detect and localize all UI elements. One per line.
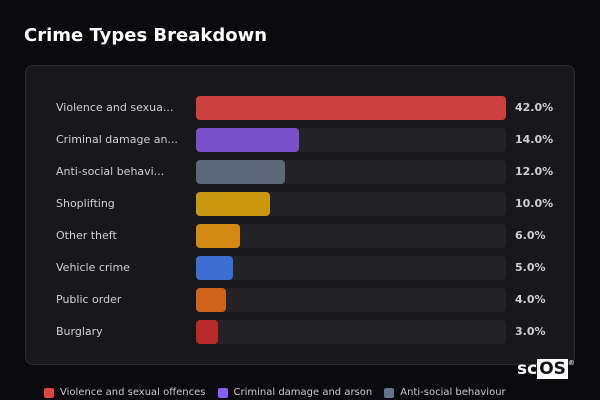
bar [196, 256, 233, 280]
bar-track [196, 96, 506, 120]
legend-item: Criminal damage and arson [217, 387, 373, 398]
bar [196, 128, 300, 152]
legend: Violence and sexual offences Criminal dam… [44, 387, 506, 398]
scos-logo: sc OS ® [517, 359, 575, 379]
bar [196, 192, 270, 216]
value-label: 4.0% [515, 293, 546, 306]
category-label: Other theft [56, 229, 117, 242]
legend-item: Anti-social behaviour [384, 387, 506, 398]
bar-track [196, 256, 506, 280]
value-label: 14.0% [515, 133, 554, 146]
legend-swatch [217, 387, 228, 398]
bar-track [196, 160, 506, 184]
category-label: Public order [56, 293, 122, 306]
logo-mark: ® [567, 359, 575, 367]
category-label: Shoplifting [56, 197, 115, 210]
bar [196, 224, 241, 248]
value-label: 5.0% [515, 261, 546, 274]
bar-row: Burglary 3.0% [26, 320, 574, 344]
bar [196, 320, 219, 344]
legend-label: Criminal damage and arson [233, 387, 373, 398]
chart-title: Crime Types Breakdown [24, 25, 268, 46]
category-label: Violence and sexua... [56, 101, 174, 114]
logo-text: sc [517, 359, 538, 379]
value-label: 12.0% [515, 165, 554, 178]
category-label: Anti-social behavi... [56, 165, 165, 178]
category-label: Vehicle crime [56, 261, 130, 274]
legend-item: Violence and sexual offences [44, 387, 206, 398]
bar-row: Anti-social behavi... 12.0% [26, 160, 574, 184]
category-label: Criminal damage an... [56, 133, 178, 146]
bar-track [196, 128, 506, 152]
bar [196, 96, 506, 120]
bar-row: Public order 4.0% [26, 288, 574, 312]
legend-label: Anti-social behaviour [400, 387, 506, 398]
category-label: Burglary [56, 325, 103, 338]
value-label: 6.0% [515, 229, 546, 242]
logo-text-box: OS [537, 359, 568, 379]
legend-swatch [44, 387, 54, 398]
bar [196, 160, 285, 184]
value-label: 42.0% [515, 101, 554, 114]
bar [196, 288, 226, 312]
bar-track [196, 224, 506, 248]
bar-row: Criminal damage an... 14.0% [26, 128, 574, 152]
bar-row: Shoplifting 10.0% [26, 192, 574, 216]
value-label: 3.0% [515, 325, 546, 338]
bar-track [196, 320, 506, 344]
value-label: 10.0% [515, 197, 554, 210]
legend-swatch [384, 387, 395, 398]
bar-row: Other theft 6.0% [26, 224, 574, 248]
bar-track [196, 192, 506, 216]
chart-card: Violence and sexua... 42.0% Criminal dama… [25, 65, 575, 365]
bar-row: Violence and sexua... 42.0% [26, 96, 574, 120]
bar-row: Vehicle crime 5.0% [26, 256, 574, 280]
bar-track [196, 288, 506, 312]
legend-label: Violence and sexual offences [60, 387, 206, 398]
